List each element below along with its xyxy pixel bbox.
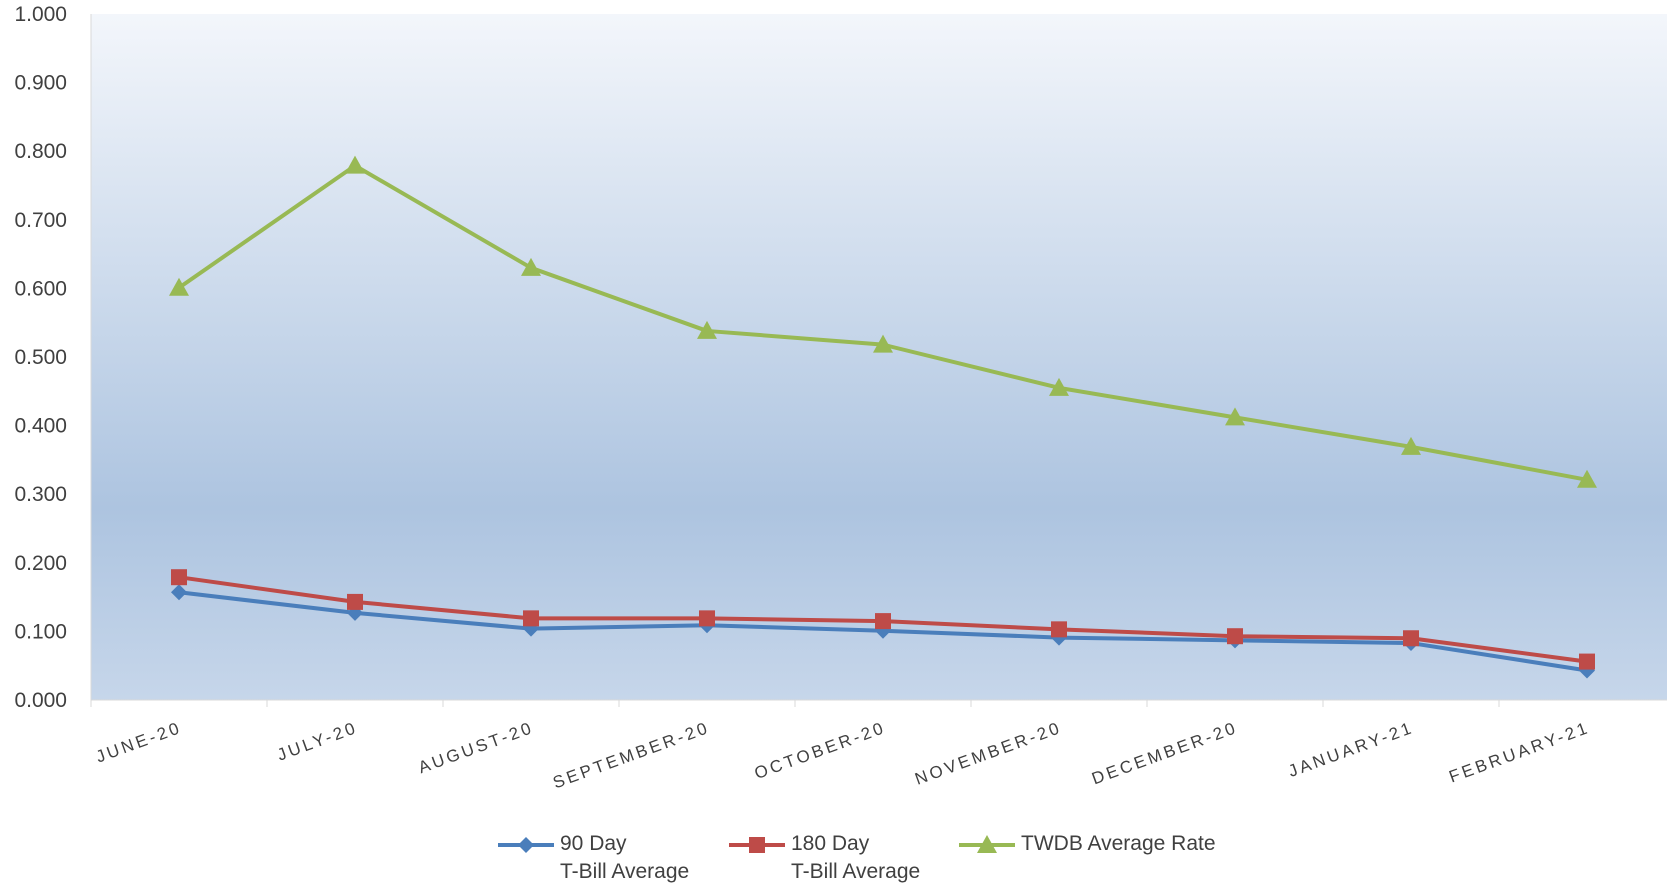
data-point-triangle — [345, 155, 365, 174]
data-point-square — [523, 610, 539, 627]
plot-area — [91, 14, 1667, 700]
data-point-triangle — [873, 334, 893, 353]
y-tick-label: 0.700 — [14, 209, 67, 232]
legend-label-twdb-average-rate: TWDB Average Rate — [1021, 832, 1216, 855]
data-point-triangle — [1401, 436, 1421, 455]
legend-item-twdb-average-rate: TWDB Average Rate — [957, 830, 1216, 860]
data-point-square — [1579, 653, 1595, 670]
y-tick-label: 0.100 — [14, 620, 67, 643]
x-tick-label: NOVEMBER-20 — [912, 718, 1064, 789]
legend-marker — [518, 837, 534, 853]
x-tick-label: DECEMBER-20 — [1089, 718, 1240, 788]
legend-diamond-icon — [498, 837, 554, 853]
legend-label-90-day: 90 Day T-Bill Average — [560, 832, 690, 883]
y-tick-label: 0.900 — [14, 72, 67, 95]
data-point-square — [1403, 630, 1419, 647]
data-point-square — [875, 613, 891, 630]
x-tick-label: FEBRUARY-21 — [1447, 718, 1593, 787]
data-point-square — [347, 593, 363, 610]
data-point-triangle — [1225, 407, 1245, 426]
y-tick-label: 0.300 — [14, 483, 67, 506]
x-tick-label: JULY-20 — [275, 718, 361, 765]
data-point-diamond — [171, 584, 187, 601]
data-point-triangle — [697, 320, 717, 339]
y-tick-label: 0.800 — [14, 140, 67, 163]
data-point-square — [1051, 621, 1067, 638]
legend-label-180-day: 180 Day T-Bill Average — [791, 832, 921, 883]
data-point-square — [1227, 628, 1243, 645]
legend-item-180-day: 180 Day T-Bill Average — [727, 830, 920, 886]
legend-marker — [749, 837, 765, 853]
legend-marker — [977, 835, 997, 853]
y-tick-label: 0.600 — [14, 277, 67, 300]
data-point-square — [171, 569, 187, 586]
y-tick-label: 0.200 — [14, 552, 67, 575]
x-tick-label: JUNE-20 — [93, 718, 184, 767]
data-point-triangle — [1577, 469, 1597, 488]
y-tick-label: 0.400 — [14, 415, 67, 438]
x-tick-label: SEPTEMBER-20 — [550, 718, 712, 792]
x-tick-label: AUGUST-20 — [416, 718, 537, 777]
x-tick-label: JANUARY-21 — [1286, 718, 1417, 781]
data-point-triangle — [1049, 377, 1069, 396]
y-tick-label: 0.000 — [14, 689, 67, 712]
legend-triangle-icon — [959, 835, 1015, 853]
series-group — [169, 155, 1597, 679]
data-point-square — [699, 610, 715, 627]
legend: 90 Day T-Bill Average 180 Day T-Bill Ave… — [0, 830, 1667, 890]
legend-item-90-day: 90 Day T-Bill Average — [496, 830, 689, 886]
legend-square-icon — [729, 837, 785, 853]
y-tick-label: 1.000 — [14, 3, 67, 26]
y-tick-label: 0.500 — [14, 346, 67, 369]
data-point-triangle — [521, 257, 541, 276]
data-point-triangle — [169, 277, 189, 296]
x-tick-label: OCTOBER-20 — [752, 718, 888, 783]
